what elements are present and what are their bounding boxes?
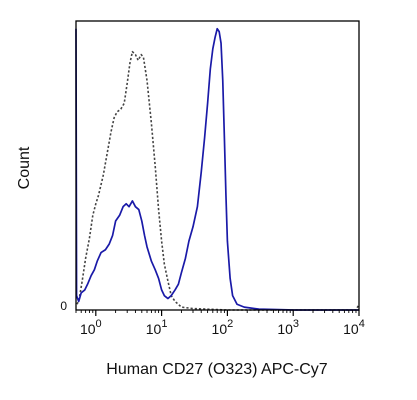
y-axis-label: Count xyxy=(16,146,33,189)
x-axis-label: Human CD27 (O323) APC-Cy7 xyxy=(106,361,328,378)
x-tick-label: 103 xyxy=(277,318,299,337)
series-line-2 xyxy=(75,27,359,311)
x-tick-label: 102 xyxy=(212,318,234,337)
y-tick-label: 0 xyxy=(60,299,67,313)
x-tick-label: 104 xyxy=(343,318,365,337)
tick-layer: 100 101 102 103 104 0 xyxy=(60,299,365,337)
series-line-1 xyxy=(76,50,360,311)
x-tick-label: 101 xyxy=(146,318,168,337)
x-tick-label: 100 xyxy=(80,318,102,337)
plot-area xyxy=(75,27,360,311)
plot-frame xyxy=(75,20,360,311)
